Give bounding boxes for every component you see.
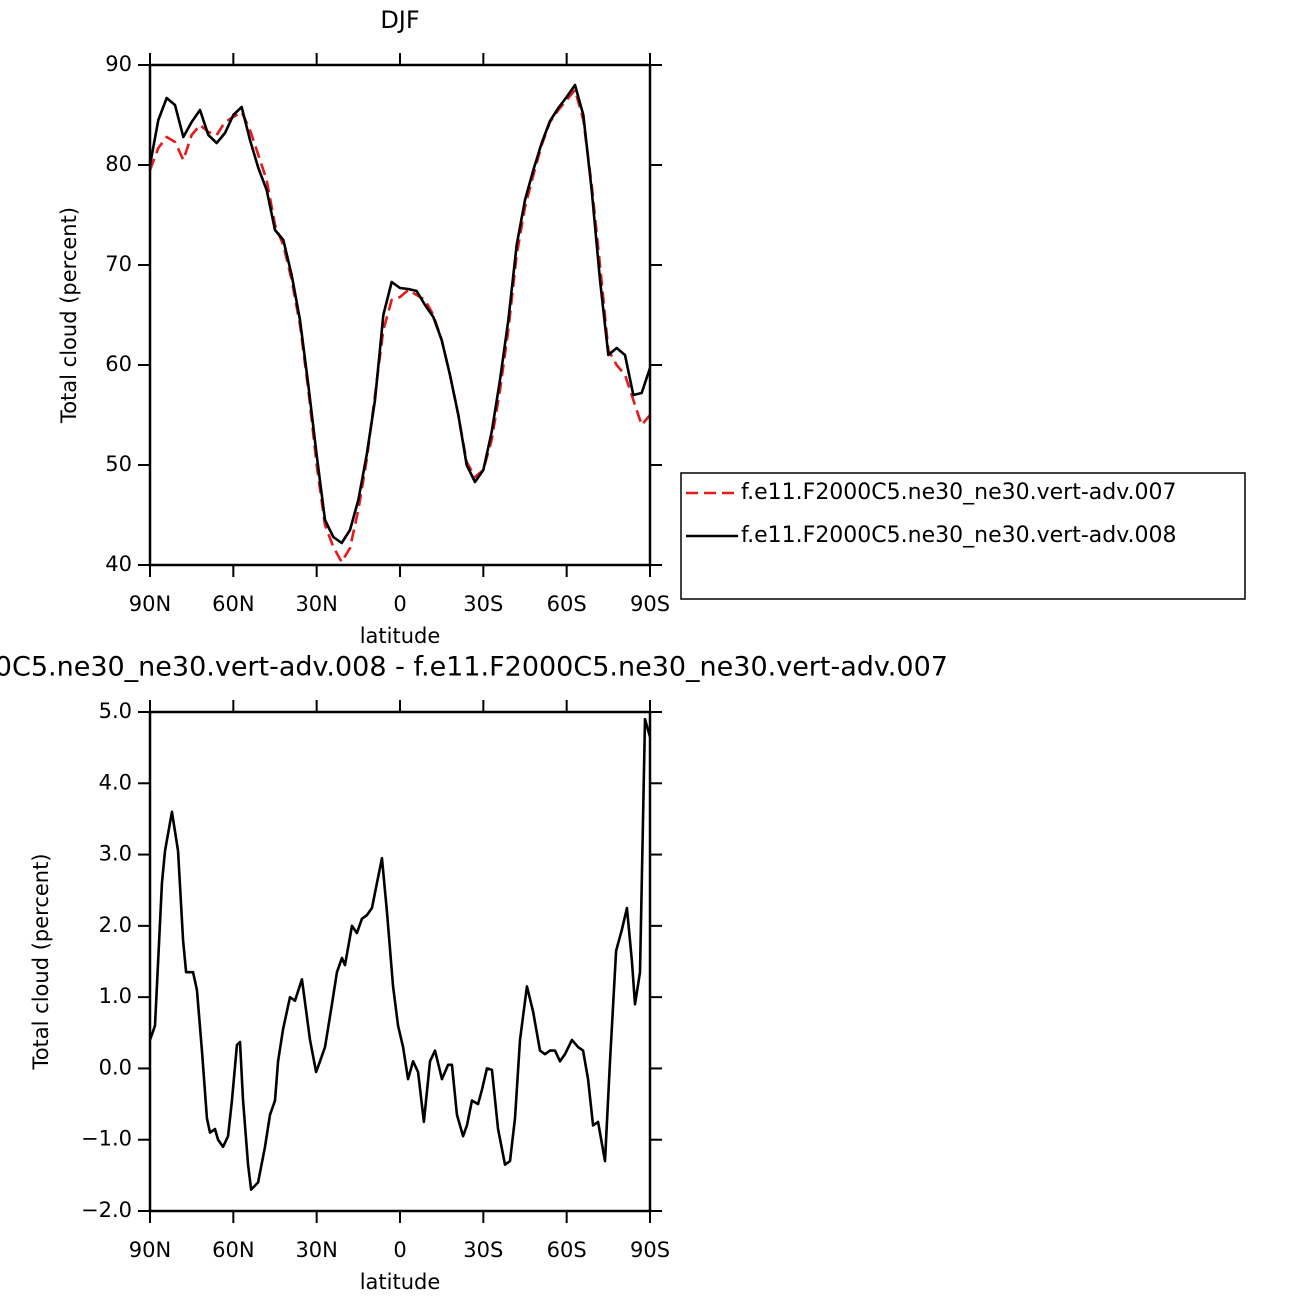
y-tick-label: 80 [105, 152, 132, 176]
y-tick-label: 50 [105, 452, 132, 476]
chart-title: DJF [380, 6, 419, 34]
y-tick-label: 2.0 [99, 913, 132, 937]
x-axis-label: latitude [360, 1270, 441, 1294]
legend-label: f.e11.F2000C5.ne30_ne30.vert-adv.008 [741, 523, 1177, 548]
x-tick-label: 60N [212, 1238, 254, 1262]
x-tick-label: 90S [630, 592, 670, 616]
data-line [148, 717, 652, 1191]
y-tick-label: 70 [105, 252, 132, 276]
y-tick-label: 40 [105, 552, 132, 576]
x-tick-label: 60S [547, 1238, 587, 1262]
x-axis-label: latitude [360, 624, 441, 648]
y-tick-label: −2.0 [81, 1198, 132, 1222]
x-tick-label: 90N [129, 592, 171, 616]
y-tick-label: 0.0 [99, 1055, 132, 1079]
y-tick-label: 1.0 [99, 984, 132, 1008]
chart-title: f.e11.F2000C5.ne30_ne30.vert-adv.008 - f… [0, 652, 948, 683]
y-tick-label: 90 [105, 52, 132, 76]
x-tick-label: 30N [295, 1238, 337, 1262]
y-tick-label: −1.0 [81, 1127, 132, 1151]
y-tick-label: 60 [105, 352, 132, 376]
data-line [148, 88, 651, 564]
data-line [148, 83, 652, 545]
y-tick-label: 5.0 [99, 699, 132, 723]
y-axis-label: Total cloud (percent) [57, 207, 81, 424]
x-tick-label: 0 [393, 592, 406, 616]
y-axis-label: Total cloud (percent) [29, 853, 53, 1070]
x-tick-label: 60S [547, 592, 587, 616]
x-tick-label: 30S [463, 1238, 503, 1262]
legend-label: f.e11.F2000C5.ne30_ne30.vert-adv.007 [741, 480, 1177, 505]
legend-box [680, 472, 1246, 600]
x-tick-label: 0 [393, 1238, 406, 1262]
x-tick-label: 30S [463, 592, 503, 616]
y-tick-label: 4.0 [99, 770, 132, 794]
x-tick-label: 90S [630, 1238, 670, 1262]
plot-frame [148, 63, 652, 567]
x-tick-label: 30N [295, 592, 337, 616]
x-tick-label: 60N [212, 592, 254, 616]
y-tick-label: 3.0 [99, 842, 132, 866]
plot-frame [148, 710, 652, 1213]
x-tick-label: 90N [129, 1238, 171, 1262]
